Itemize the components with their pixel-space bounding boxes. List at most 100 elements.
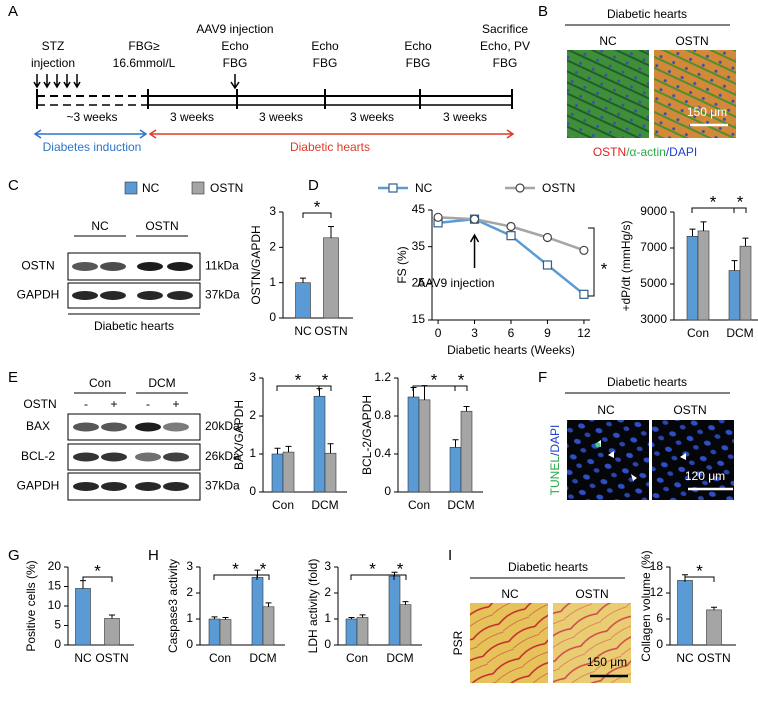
- x-tick-label: DCM: [249, 651, 276, 665]
- significance: *: [431, 370, 438, 389]
- y-tick-label: 10: [48, 598, 62, 612]
- stain-part: PSR: [451, 630, 465, 655]
- bar: [706, 609, 722, 646]
- blot-band: [163, 452, 189, 462]
- bar: [407, 396, 420, 493]
- x-tick-label: OSTN: [95, 651, 128, 665]
- marker: [506, 231, 516, 241]
- blot-band: [135, 452, 161, 462]
- y-axis-label: OSTN/GAPDH: [249, 225, 263, 304]
- group-label: Con: [89, 376, 111, 390]
- significance-bracket: [733, 207, 747, 213]
- error-bar: [211, 616, 218, 619]
- significance-bracket: [684, 576, 715, 582]
- protein-label: BCL-2: [21, 449, 55, 463]
- significance: *: [260, 559, 267, 578]
- bar: [295, 282, 311, 319]
- x-tick-label: OSTN: [314, 324, 347, 338]
- arrow: [33, 74, 41, 89]
- y-tick-label: 6: [656, 611, 663, 625]
- group-label: NC: [501, 587, 519, 601]
- y-tick-label: 0: [324, 637, 331, 651]
- positive-nucleus: [595, 442, 601, 448]
- scale-bar-label: 150 μm: [587, 655, 627, 669]
- bar: [208, 618, 221, 646]
- marker: [506, 221, 516, 232]
- legend-swatch: [124, 181, 138, 195]
- x-tick-label: OSTN: [697, 651, 730, 665]
- marker: [579, 289, 589, 299]
- panel-label: I: [448, 547, 452, 564]
- y-axis-label: FS (%): [395, 246, 409, 283]
- duration-label: 3 weeks: [170, 110, 214, 124]
- stain-label: PSR: [451, 630, 465, 655]
- event-label: Echo: [404, 39, 432, 53]
- y-tick-label: 1.2: [374, 370, 391, 384]
- significance: *: [295, 370, 302, 389]
- x-tick-label: DCM: [386, 651, 413, 665]
- blot-band: [167, 291, 193, 300]
- error-bar: [274, 447, 281, 454]
- event-label: FBG≥: [128, 39, 160, 53]
- significance-bracket: [302, 212, 332, 218]
- size-label: 11kDa: [205, 259, 239, 273]
- legend-swatch: [191, 181, 205, 195]
- y-tick-label: 7000: [640, 240, 667, 254]
- blot-band: [135, 422, 161, 432]
- x-tick-label: NC: [676, 651, 694, 665]
- arrow: [73, 74, 81, 89]
- x-tick-label: 12: [577, 326, 591, 340]
- y-tick-label: 0.4: [374, 446, 391, 460]
- error-bar: [452, 439, 459, 448]
- significance-bracket: [82, 576, 113, 582]
- y-tick-label: 1: [249, 446, 256, 460]
- error-bar: [328, 225, 334, 238]
- significance-bracket: [588, 227, 595, 297]
- bar: [219, 619, 232, 646]
- blot-band: [73, 482, 99, 491]
- y-tick-label: 0: [186, 637, 193, 651]
- duration-label: 3 weeks: [259, 110, 303, 124]
- x-tick-label: 9: [544, 326, 551, 340]
- bar: [677, 580, 693, 646]
- blot-band: [135, 482, 161, 491]
- y-tick-label: 35: [412, 239, 426, 253]
- y-tick-label: 3: [324, 559, 331, 573]
- legend-label: OSTN: [542, 181, 575, 195]
- y-tick-label: 2: [269, 240, 276, 254]
- group-label: NC: [599, 34, 617, 48]
- significance-bracket: [454, 385, 468, 391]
- y-tick-label: 1: [186, 611, 193, 625]
- blot-band: [100, 291, 126, 300]
- y-tick-label: 2: [186, 585, 193, 599]
- y-tick-label: 12: [650, 585, 664, 599]
- bar: [262, 606, 275, 646]
- legend-marker: [515, 183, 525, 193]
- micrograph: [553, 603, 631, 683]
- x-axis-label: Diabetic hearts (Weeks): [447, 343, 575, 357]
- protein-label: GAPDH: [17, 479, 60, 493]
- bar: [399, 604, 412, 646]
- x-tick-label: DCM: [311, 498, 338, 512]
- event-label: 16.6mmol/L: [113, 56, 176, 70]
- size-label: 37kDa: [205, 479, 240, 493]
- x-tick-label: 0: [435, 326, 442, 340]
- y-tick-label: 20: [48, 559, 62, 573]
- protein-label: GAPDH: [17, 288, 60, 302]
- bar: [75, 588, 91, 646]
- marker: [469, 214, 480, 224]
- x-tick-label: DCM: [726, 326, 753, 340]
- event-label: FBG: [313, 56, 338, 70]
- event-label: Sacrifice: [482, 22, 528, 36]
- bar: [271, 453, 284, 493]
- stain-part: TUNEL: [548, 456, 562, 496]
- group-label: OSTN: [145, 219, 178, 233]
- micrograph: [567, 420, 649, 500]
- marker: [579, 245, 589, 255]
- error-bar: [359, 614, 366, 618]
- bar: [345, 618, 358, 646]
- arrow: [63, 74, 71, 89]
- legend-label: NC: [415, 181, 433, 195]
- x-tick-label: NC: [294, 324, 312, 338]
- error-bar: [421, 385, 428, 400]
